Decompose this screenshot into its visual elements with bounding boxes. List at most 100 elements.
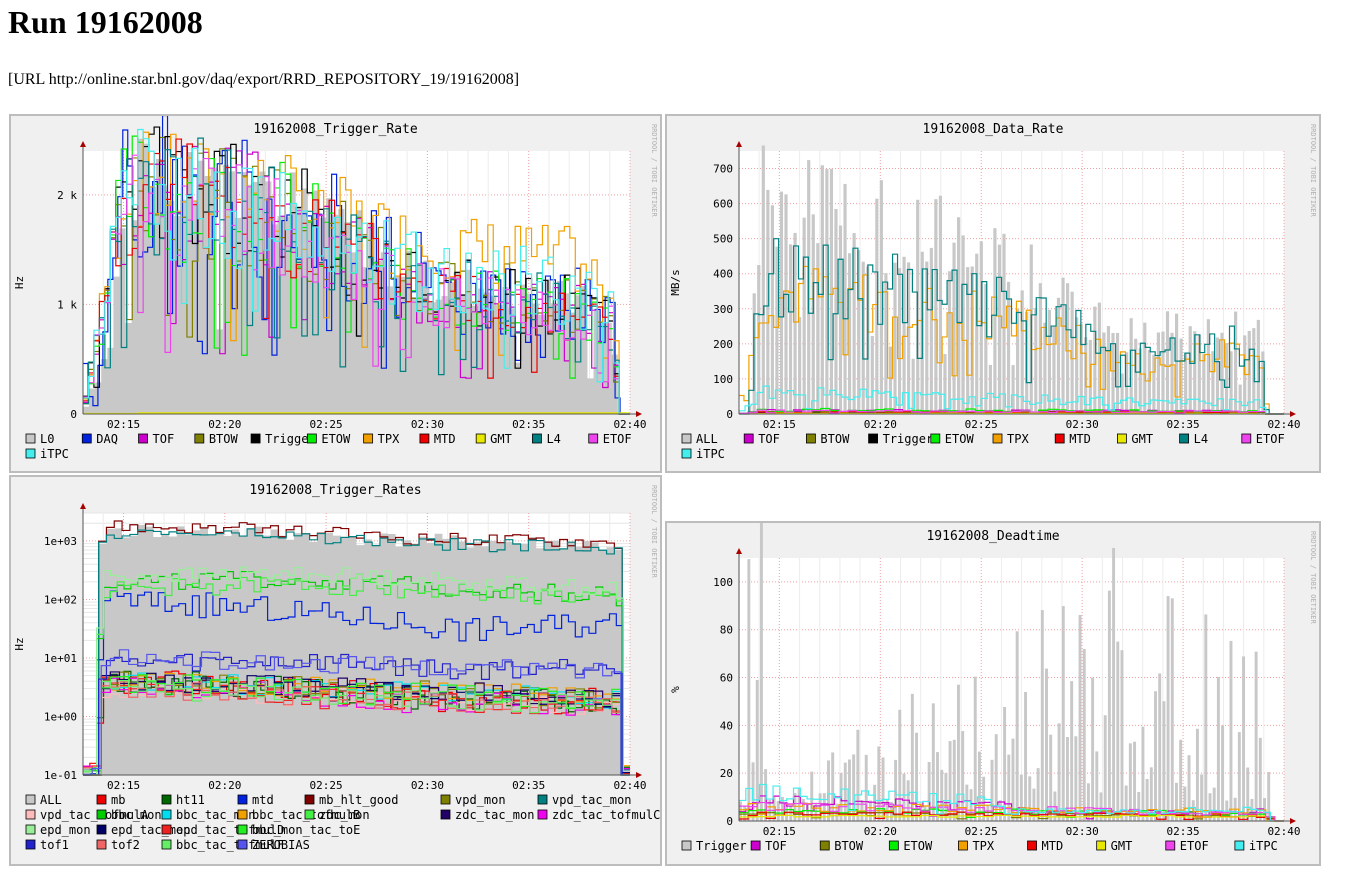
data-bar <box>1107 590 1111 821</box>
legend-label: iTPC <box>1249 839 1278 853</box>
data-bar <box>801 799 805 821</box>
x-tick-label: 02:30 <box>411 418 444 431</box>
legend-label: ETOW <box>945 432 975 446</box>
data-bar <box>1095 751 1099 821</box>
x-tick-label: 02:35 <box>512 418 545 431</box>
data-line <box>83 576 630 776</box>
legend-swatch <box>743 433 754 444</box>
data-bar <box>1024 692 1028 821</box>
data-bar <box>1016 308 1020 414</box>
legend-label: bbc_tac_mon <box>176 808 255 822</box>
data-bar <box>1057 723 1061 821</box>
data-bar <box>1162 701 1166 821</box>
legend-label: ETOW <box>903 839 933 853</box>
legend-label: ETOF <box>1256 432 1285 446</box>
data-bar <box>961 235 965 414</box>
data-bar <box>1166 596 1170 821</box>
data-bar <box>944 773 948 821</box>
data-bar <box>1204 614 1208 821</box>
data-bar <box>898 709 902 821</box>
data-bar <box>788 244 793 414</box>
legend-swatch <box>363 433 374 444</box>
y-tick-label: 2 k <box>57 189 77 202</box>
data-line <box>739 409 1284 415</box>
data-line <box>739 265 1284 415</box>
data-bar <box>806 804 810 821</box>
legend-swatch <box>304 794 315 805</box>
legend-label: bbc_mon <box>111 808 162 822</box>
y-tick-label: 0 <box>726 815 733 828</box>
data-bar <box>938 195 943 414</box>
legend-swatch <box>81 433 92 444</box>
y-tick-label: 1e+00 <box>44 710 77 723</box>
x-tick-label: 02:15 <box>107 779 140 792</box>
legend-swatch <box>1054 433 1065 444</box>
x-tick-label: 02:35 <box>1167 418 1200 431</box>
data-bar <box>1134 338 1138 414</box>
x-tick-label: 02:25 <box>965 418 998 431</box>
data-bar <box>1261 351 1265 414</box>
legend-swatch <box>588 433 599 444</box>
data-bar <box>1066 736 1069 821</box>
y-tick-label: 100 <box>713 576 733 589</box>
data-bar <box>1238 384 1242 414</box>
data-bar <box>779 191 784 414</box>
data-bar <box>797 788 801 821</box>
x-tick-label: 02:15 <box>107 418 140 431</box>
data-bar <box>1183 786 1187 821</box>
y-tick-label: 100 <box>713 373 733 386</box>
legend-label: vpd_tac_mon <box>552 793 631 807</box>
legend-swatch <box>96 839 107 850</box>
y-tick-label: 300 <box>713 303 733 316</box>
data-bar <box>925 261 929 414</box>
data-bar <box>975 253 979 414</box>
legend-label: MTD <box>1069 432 1091 446</box>
data-bar <box>1066 283 1070 414</box>
legend-swatch <box>419 433 430 444</box>
data-bar <box>997 244 1002 414</box>
data-bar <box>1152 354 1156 414</box>
data-bar <box>1202 354 1206 414</box>
y-tick-label: 40 <box>720 719 733 732</box>
data-bar <box>873 784 877 821</box>
data-bar <box>1141 726 1145 821</box>
data-bar <box>829 168 834 414</box>
data-bar <box>1216 676 1220 821</box>
data-bar <box>984 284 988 414</box>
data-bar <box>811 214 815 414</box>
data-bar <box>1102 332 1106 414</box>
y-tick-label: 1e+03 <box>44 535 77 548</box>
legend-swatch <box>304 809 315 820</box>
data-bar <box>1079 323 1083 414</box>
data-bar <box>915 732 919 821</box>
data-bar <box>1082 649 1086 821</box>
data-bar <box>816 243 820 414</box>
data-bar <box>1165 311 1170 414</box>
data-bar <box>998 800 1002 821</box>
data-bar <box>966 267 970 414</box>
data-bar <box>902 773 906 821</box>
x-tick-label: 02:30 <box>1066 418 1099 431</box>
data-bar <box>1011 738 1015 821</box>
data-bar <box>1211 351 1215 414</box>
y-axis-arrow <box>80 141 86 147</box>
data-bar <box>838 225 843 414</box>
legend-label: ht11 <box>176 793 205 807</box>
legend-swatch <box>96 824 107 835</box>
data-bar <box>1034 308 1038 414</box>
legend-swatch <box>237 794 248 805</box>
chart-title: 19162008_Trigger_Rates <box>249 483 421 498</box>
deadtime-chart-panel: 19162008_Deadtime RRDTOOL / TOBI OETIKER 0… <box>665 521 1321 866</box>
data-bar <box>785 801 789 821</box>
data-bar <box>1193 331 1197 414</box>
data-bar <box>1175 313 1179 414</box>
legend-label: ALL <box>40 793 62 807</box>
legend-label: ZEROBIAS <box>252 838 310 852</box>
legend-label: TOF <box>758 432 780 446</box>
legend-label: TPX <box>1007 432 1029 446</box>
data-line <box>83 128 630 415</box>
legend-swatch <box>25 809 36 820</box>
trigger-rate-chart-panel: 19162008_Trigger_Rate RRDTOOL / TOBI OETI… <box>9 114 662 473</box>
data-line <box>739 385 1284 415</box>
y-tick-label: 1e+02 <box>44 593 77 606</box>
